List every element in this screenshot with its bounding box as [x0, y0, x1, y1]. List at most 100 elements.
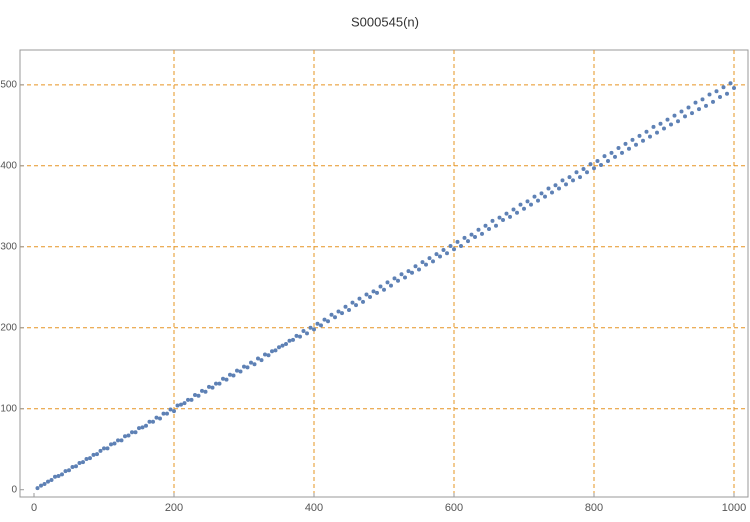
point [49, 477, 54, 482]
point [459, 243, 463, 248]
x-tick-label: 0 [31, 502, 37, 514]
point [623, 141, 628, 146]
point [39, 483, 43, 488]
point [214, 381, 218, 386]
point [368, 294, 372, 299]
point [350, 300, 355, 305]
point [403, 275, 407, 280]
point [595, 158, 600, 163]
point [599, 162, 603, 167]
point [70, 465, 75, 470]
point [655, 130, 659, 135]
point [270, 349, 274, 354]
point [644, 129, 649, 134]
point [532, 194, 537, 199]
y-tick-label: 100 [0, 403, 17, 414]
x-tick-label: 400 [305, 502, 323, 514]
point [67, 468, 71, 473]
point [235, 368, 239, 373]
point [511, 207, 516, 212]
y-tick-label: 0 [11, 484, 17, 495]
point [725, 91, 729, 96]
point [165, 411, 169, 416]
point [546, 186, 551, 191]
point [277, 345, 281, 350]
point [312, 327, 316, 332]
point [602, 154, 607, 159]
point [95, 452, 99, 457]
point [662, 126, 666, 131]
point [648, 134, 652, 139]
point [427, 256, 432, 261]
point [81, 460, 85, 465]
point [543, 194, 547, 199]
point [249, 360, 253, 365]
point [273, 348, 278, 353]
point [560, 178, 565, 183]
point [578, 175, 582, 180]
point [452, 247, 456, 252]
point [592, 166, 596, 171]
point [315, 321, 320, 326]
point [123, 434, 127, 439]
point [172, 409, 176, 414]
point [557, 186, 561, 191]
point [690, 111, 694, 116]
point [112, 441, 117, 446]
point [494, 223, 498, 228]
point [588, 162, 593, 167]
point [287, 338, 292, 343]
point [60, 472, 64, 477]
point [634, 142, 638, 147]
point [175, 403, 180, 408]
point [102, 446, 106, 451]
point [322, 317, 327, 322]
point [476, 227, 481, 232]
point [154, 415, 159, 420]
point [147, 419, 152, 424]
point [329, 312, 334, 317]
point [284, 341, 288, 346]
point [308, 325, 313, 330]
point [721, 85, 726, 90]
point [98, 448, 103, 453]
point [536, 198, 540, 203]
point [357, 296, 362, 301]
point [515, 210, 519, 215]
point [91, 452, 96, 457]
point [133, 430, 138, 435]
point [326, 319, 330, 324]
point [406, 269, 411, 274]
point [53, 474, 57, 479]
point [613, 154, 617, 159]
point [217, 381, 222, 386]
point [291, 337, 295, 342]
chart-title: S000545(n) [351, 14, 419, 29]
point [116, 438, 120, 443]
point [417, 267, 421, 272]
point [256, 356, 260, 361]
point [483, 223, 488, 228]
point [396, 278, 400, 283]
point [151, 419, 155, 424]
point [242, 364, 246, 369]
point [343, 304, 348, 309]
point [641, 138, 645, 143]
point [697, 107, 701, 112]
y-tick-label: 400 [0, 160, 17, 171]
point [693, 100, 698, 105]
point [231, 373, 236, 378]
point [630, 137, 635, 142]
point [473, 235, 477, 240]
point [711, 99, 715, 104]
x-tick-label: 200 [165, 502, 183, 514]
plot-frame [19, 49, 749, 498]
point [508, 214, 512, 219]
point [438, 254, 442, 259]
point [564, 182, 568, 187]
point [259, 358, 264, 363]
x-tick-label: 1000 [722, 502, 746, 514]
point [252, 362, 257, 367]
point [466, 239, 470, 244]
point [672, 113, 677, 118]
